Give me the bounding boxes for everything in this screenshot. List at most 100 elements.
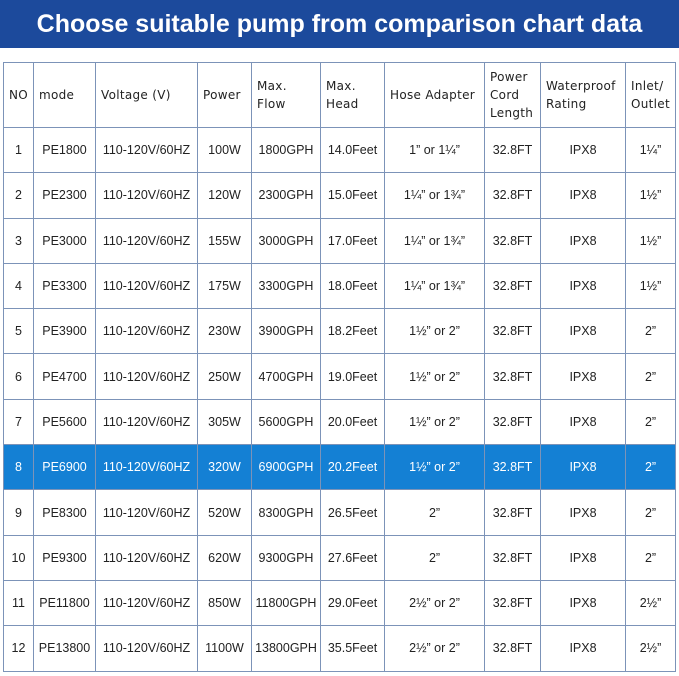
table-cell: 850W [197,579,252,627]
table-cell: 250W [197,353,252,400]
table-cell: IPX8 [540,444,626,491]
table-cell: 110-120V/60HZ [95,217,198,264]
table-cell: 13800GPH [251,625,321,672]
table-header: NO mode Voltage (V) Power Max. Flow Max. Head… [3,62,676,128]
column-header: Hose Adapter [384,62,485,128]
table-row: 12 PE13800 110-120V/60HZ 1100W 13800GPH 35.5F… [3,625,676,672]
table-cell: 1¼” [625,126,676,174]
table-cell: 305W [197,398,252,446]
table-row: 5 PE3900 110-120V/60HZ 230W 3900GPH 18.2Feet 1… [3,308,676,355]
table-cell: PE1800 [33,126,96,174]
table-cell: 20.0Feet [320,398,385,446]
table-cell: 2” [625,398,676,446]
table-cell: 32.8FT [484,398,541,446]
table-cell: 29.0Feet [320,579,385,627]
table-cell: IPX8 [540,398,626,446]
table-row: 9 PE8300 110-120V/60HZ 520W 8300GPH 26.5Feet 2… [3,489,676,536]
table-cell: PE3000 [33,217,96,264]
table-cell: 9300GPH [251,534,321,581]
table-row: 2 PE2300 110-120V/60HZ 120W 2300GPH 15.0Feet 1… [3,172,676,219]
table-cell: IPX8 [540,579,626,627]
table-cell: 2300GPH [251,172,321,219]
table-cell: 110-120V/60HZ [95,353,198,400]
table-cell: 2” [384,489,485,536]
table-row: 6 PE4700 110-120V/60HZ 250W 4700GPH 19.0Feet 1… [3,353,676,400]
table-cell: 32.8FT [484,534,541,581]
table-cell: 1½” or 2” [384,444,485,491]
column-header: Waterproof Rating [540,62,626,128]
table-cell: 6900GPH [251,444,321,491]
table-cell: 12 [3,625,34,672]
table-cell: 1½” [625,217,676,264]
table-cell: 110-120V/60HZ [95,489,198,536]
table-cell: 110-120V/60HZ [95,398,198,446]
table-cell: 32.8FT [484,625,541,672]
table-cell: 2 [3,172,34,219]
table-cell: 11800GPH [251,579,321,627]
table-cell: 11 [3,579,34,627]
table-cell: 2½” [625,625,676,672]
table-cell: 1½” or 2” [384,308,485,355]
table-cell: 2” [625,444,676,491]
table-cell: 2” [625,489,676,536]
table-cell: 2½” [625,579,676,627]
column-header: Inlet/ Outlet [625,62,676,128]
column-header: Max. Flow [251,62,321,128]
table-cell: 3000GPH [251,217,321,264]
table-cell: 2” [384,534,485,581]
table-cell: 32.8FT [484,262,541,310]
table-cell: 8300GPH [251,489,321,536]
table-cell: 9 [3,489,34,536]
table-row: 4 PE3300 110-120V/60HZ 175W 3300GPH 18.0Feet 1… [3,262,676,310]
column-header: Power [197,62,252,128]
table-cell: 110-120V/60HZ [95,126,198,174]
table-body: 1 PE1800 110-120V/60HZ 100W 1800GPH 14.0Feet 1… [3,126,676,672]
table-cell: PE6900 [33,444,96,491]
column-header: NO [3,62,34,128]
table-cell: 8 [3,444,34,491]
table-cell: 620W [197,534,252,581]
table-cell: 1¼” or 1¾” [384,172,485,219]
table-cell: 3300GPH [251,262,321,310]
table-cell: 18.0Feet [320,262,385,310]
table-cell: 26.5Feet [320,489,385,536]
table-cell: 110-120V/60HZ [95,308,198,355]
table-cell: 5600GPH [251,398,321,446]
table-row: 3 PE3000 110-120V/60HZ 155W 3000GPH 17.0Feet 1… [3,217,676,264]
table-cell: IPX8 [540,534,626,581]
table-cell: 230W [197,308,252,355]
table-cell: 1¼” or 1¾” [384,217,485,264]
table-cell: 27.6Feet [320,534,385,581]
table-cell: 1” or 1¼” [384,126,485,174]
table-cell: PE3300 [33,262,96,310]
table-cell: 2½” or 2” [384,579,485,627]
table-cell: 1½” or 2” [384,353,485,400]
table-cell: 32.8FT [484,579,541,627]
table-cell: 2” [625,308,676,355]
table-cell: 35.5Feet [320,625,385,672]
column-header: Power Cord Length [484,62,541,128]
table-cell: 19.0Feet [320,353,385,400]
table-cell: PE4700 [33,353,96,400]
table-row: 10 PE9300 110-120V/60HZ 620W 9300GPH 27.6Feet… [3,534,676,581]
column-header: mode [33,62,96,128]
table-cell: 1½” [625,262,676,310]
table-cell: 10 [3,534,34,581]
table-cell: 110-120V/60HZ [95,534,198,581]
table-cell: 110-120V/60HZ [95,172,198,219]
table-cell: 32.8FT [484,353,541,400]
table-cell: PE5600 [33,398,96,446]
table-cell: 2” [625,353,676,400]
table-cell: 4 [3,262,34,310]
table-cell: IPX8 [540,489,626,536]
table-cell: IPX8 [540,308,626,355]
table-cell: PE11800 [33,579,96,627]
column-header: Max. Head [320,62,385,128]
table-cell: 100W [197,126,252,174]
table-cell: 6 [3,353,34,400]
table-cell: PE2300 [33,172,96,219]
table-cell: IPX8 [540,625,626,672]
table-cell: 1100W [197,625,252,672]
table-cell: 32.8FT [484,172,541,219]
